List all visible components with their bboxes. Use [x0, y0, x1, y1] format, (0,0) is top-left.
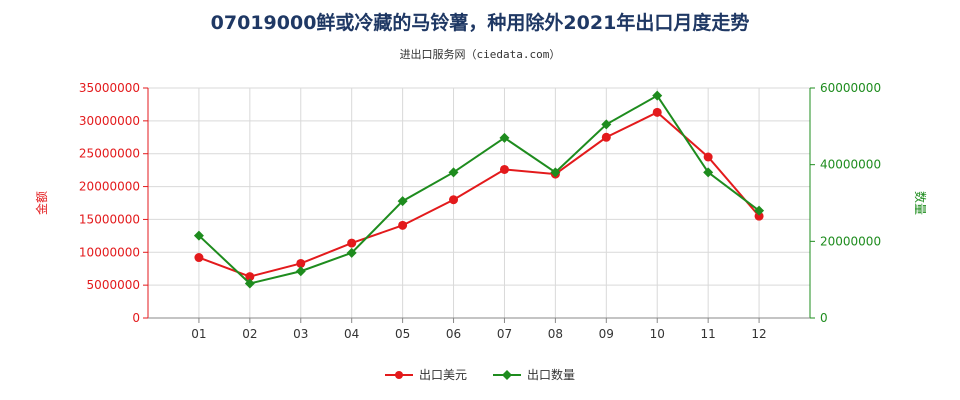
series-line-amount — [198, 111, 760, 278]
data-point-quantity — [652, 90, 663, 101]
y-left-tick-label: 15000000 — [79, 212, 140, 226]
data-point-amount — [601, 132, 611, 142]
x-tick-label: 04 — [344, 327, 359, 341]
data-point-amount — [398, 220, 408, 230]
legend-label-quantity: 出口数量 — [527, 368, 576, 382]
series-line-quantity — [198, 94, 760, 285]
data-point-amount — [703, 152, 713, 162]
legend-line-marker-icon — [384, 370, 413, 379]
x-tick-label: 11 — [701, 327, 716, 341]
x-tick-label: 12 — [751, 327, 766, 341]
y-left-tick-label: 20000000 — [79, 180, 140, 194]
data-point-amount — [449, 195, 459, 205]
x-tick-label: 08 — [548, 327, 563, 341]
legend-diamond-marker-icon — [493, 369, 521, 380]
data-point-amount — [347, 238, 357, 248]
y-left-tick-label: 10000000 — [79, 245, 140, 259]
y-left-tick-label: 5000000 — [87, 278, 140, 292]
data-point-amount — [499, 164, 509, 174]
chart-subtitle: 进出口服务网（ciedata.com） — [399, 48, 561, 61]
data-point-amount — [296, 258, 306, 268]
data-point-amount — [652, 107, 662, 117]
y-right-tick-label: 40000000 — [820, 158, 881, 172]
legend: 出口美元 出口数量 — [0, 366, 960, 383]
x-tick-label: 01 — [191, 327, 206, 341]
y-left-axis-title: 金额 — [34, 191, 49, 215]
x-tick-label: 10 — [650, 327, 665, 341]
data-point-amount — [754, 211, 764, 221]
x-tick-label: 02 — [242, 327, 257, 341]
y-left-tick-label: 35000000 — [79, 81, 140, 95]
data-point-quantity — [703, 167, 714, 178]
data-point-quantity — [499, 132, 510, 143]
legend-label-amount: 出口美元 — [418, 368, 467, 382]
data-point-quantity — [397, 196, 408, 207]
data-point-quantity — [448, 167, 459, 178]
y-left-tick-label: 0 — [132, 311, 140, 325]
y-right-axis-title: 数量 — [913, 191, 928, 215]
data-point-quantity — [295, 266, 306, 277]
y-left-tick-label: 25000000 — [79, 147, 140, 161]
x-tick-label: 03 — [293, 327, 308, 341]
legend-item-quantity[interactable]: 出口数量 — [493, 366, 575, 383]
data-point-amount — [194, 253, 204, 263]
x-tick-label: 05 — [395, 327, 410, 341]
data-point-amount — [245, 272, 255, 282]
data-point-quantity — [754, 205, 765, 216]
legend-item-amount[interactable]: 出口美元 — [384, 366, 467, 383]
y-right-tick-label: 0 — [820, 311, 828, 325]
x-tick-label: 09 — [599, 327, 614, 341]
data-point-quantity — [193, 230, 204, 241]
chart-title: 07019000鲜或冷藏的马铃薯，种用除外2021年出口月度走势 — [210, 12, 750, 34]
y-right-tick-label: 20000000 — [820, 234, 881, 248]
x-tick-label: 07 — [497, 327, 512, 341]
y-right-tick-label: 60000000 — [820, 81, 881, 95]
data-point-quantity — [550, 167, 561, 178]
data-point-quantity — [346, 247, 357, 258]
y-left-tick-label: 30000000 — [79, 114, 140, 128]
data-point-quantity — [601, 119, 612, 130]
x-tick-label: 06 — [446, 327, 461, 341]
data-point-quantity — [244, 278, 255, 289]
